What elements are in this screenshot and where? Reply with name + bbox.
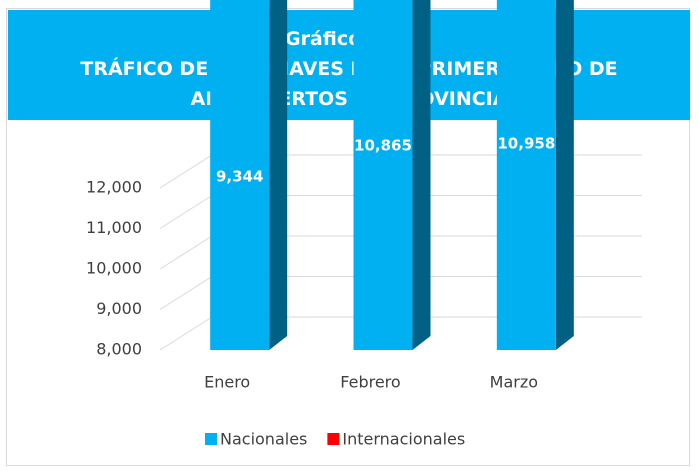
data-label: 9,344 [216, 167, 263, 185]
chart-frame [6, 8, 690, 466]
bar [353, 0, 413, 350]
legend-swatch [205, 433, 217, 445]
grid-line [159, 195, 213, 229]
grid-line [159, 154, 213, 189]
data-label: 10,958 [497, 135, 555, 153]
y-tick-label: 10,000 [86, 259, 142, 278]
x-tick-label: Enero [204, 373, 250, 392]
bar-side [555, 0, 574, 350]
grid-line [159, 316, 213, 351]
bar-side [412, 0, 431, 350]
bar-side [269, 0, 288, 350]
legend-swatch [327, 433, 340, 445]
legend-label: Nacionales [220, 430, 307, 449]
bar [210, 0, 270, 351]
data-label: 10,865 [354, 136, 412, 154]
legend-label: Internacionales [342, 430, 465, 449]
y-tick-label: 11,000 [86, 218, 142, 237]
x-tick-label: Febrero [340, 373, 400, 392]
x-tick-label: Marzo [490, 373, 538, 392]
y-tick-label: 9,000 [96, 299, 142, 318]
bar [496, 0, 556, 351]
grid-line [159, 276, 213, 310]
grid-line [159, 235, 213, 270]
y-tick-label: 8,000 [96, 340, 142, 359]
y-tick-label: 12,000 [86, 178, 142, 197]
